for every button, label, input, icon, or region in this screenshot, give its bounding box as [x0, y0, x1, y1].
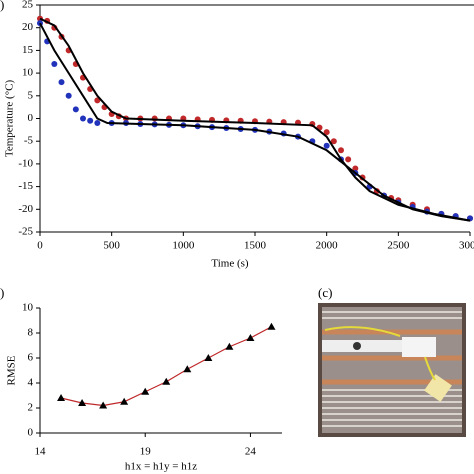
- y-tick-label: -25: [18, 226, 33, 238]
- series-line: [39, 17, 471, 222]
- y-tick-label: -10: [18, 157, 33, 169]
- data-point: [352, 165, 359, 172]
- y-tick-label: 10: [22, 67, 34, 79]
- data-point: [141, 387, 150, 395]
- y-tick-label: 10: [22, 302, 34, 314]
- series-line: [60, 326, 272, 407]
- y-tick-label: 2: [28, 402, 34, 414]
- x-tick-label: 2000: [316, 240, 339, 252]
- x-axis-label: h1x = h1y = h1z: [125, 461, 197, 473]
- data-point: [57, 394, 66, 401]
- panel-label: ): [0, 0, 4, 12]
- data-point: [87, 117, 94, 124]
- x-axis-label: Time (s): [211, 258, 249, 270]
- data-point: [225, 342, 234, 350]
- data-point: [323, 142, 330, 149]
- y-tick-label: 15: [22, 44, 34, 56]
- x-tick-label: 1500: [244, 240, 267, 252]
- data-point: [99, 401, 108, 409]
- data-point: [345, 156, 352, 163]
- data-point: [120, 397, 129, 405]
- y-axis-label: Temperature (°C): [4, 80, 16, 158]
- data-point: [338, 147, 344, 154]
- x-tick-label: 1000: [172, 240, 195, 252]
- y-axis-label: RMSE: [6, 355, 18, 385]
- data-point: [330, 138, 337, 145]
- data-point: [246, 334, 255, 341]
- x-tick-label: 500: [103, 240, 120, 252]
- y-tick-label: 20: [22, 21, 34, 33]
- y-tick-label: -5: [24, 135, 34, 147]
- y-tick-label: 0: [28, 427, 34, 439]
- x-tick-label: 0: [37, 240, 43, 252]
- y-tick-label: 6: [28, 352, 34, 364]
- x-tick-label: 19: [140, 446, 152, 458]
- data-point: [323, 129, 330, 136]
- data-point: [65, 92, 72, 99]
- data-point: [58, 79, 65, 86]
- y-tick-label: 5: [28, 89, 34, 101]
- x-tick-label: 2500: [387, 240, 410, 252]
- y-tick-label: 8: [28, 327, 34, 339]
- data-point: [78, 399, 87, 406]
- data-point: [204, 354, 213, 361]
- panel-label: (c): [318, 285, 332, 300]
- series-line: [39, 22, 471, 222]
- data-point: [183, 365, 192, 373]
- photo: [318, 303, 466, 437]
- data-point: [72, 106, 79, 113]
- x-tick-label: 14: [35, 446, 47, 458]
- data-point: [94, 120, 101, 127]
- x-tick-label: 3000: [459, 240, 474, 252]
- x-tick-label: 24: [245, 446, 257, 458]
- y-tick-label: 25: [22, 0, 34, 11]
- data-point: [162, 377, 171, 385]
- y-tick-label: 4: [28, 377, 34, 389]
- panel-label: ): [0, 285, 4, 300]
- y-tick-label: -20: [18, 203, 33, 215]
- data-point: [80, 115, 86, 122]
- y-tick-label: 0: [28, 112, 34, 124]
- y-tick-label: -15: [18, 180, 33, 192]
- data-point: [51, 61, 58, 68]
- data-point: [267, 322, 276, 330]
